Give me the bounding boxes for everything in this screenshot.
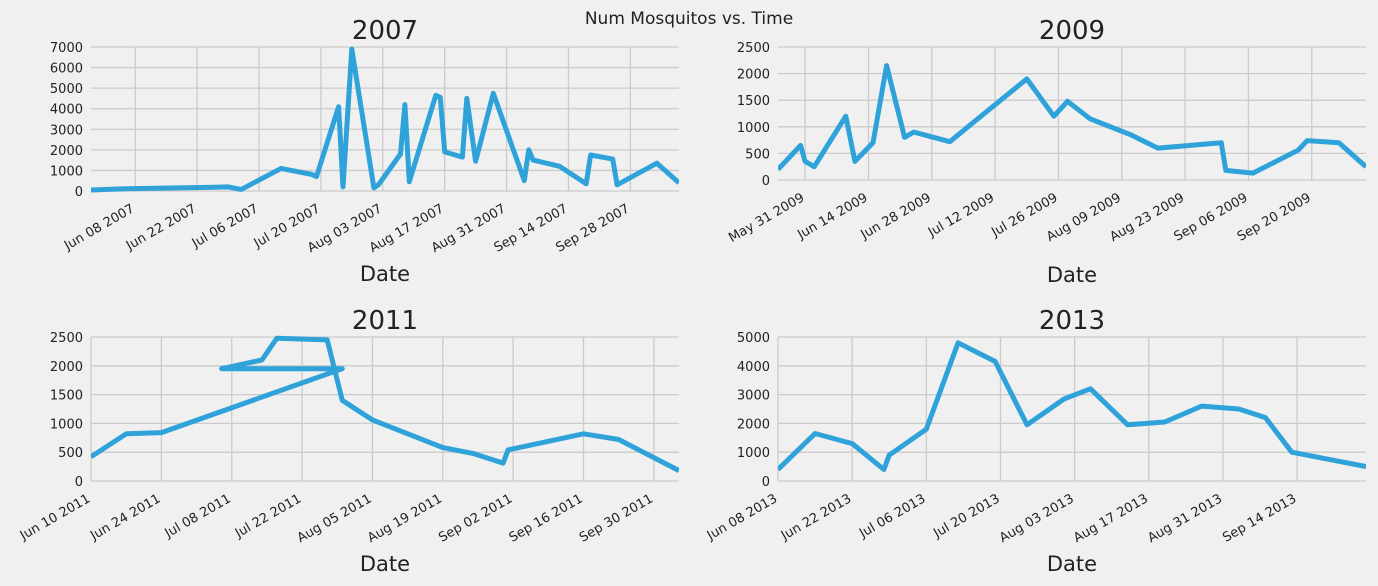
y-tick-label: 2000 [50,360,83,375]
x-tick-label: Sep 02 2011 [436,491,515,545]
x-tick-label: Aug 19 2011 [365,491,445,546]
x-tick-label: Aug 05 2011 [295,491,375,546]
y-tick-label: 1000 [50,164,83,179]
y-tick-label: 2500 [737,41,770,56]
y-tick-label: 4000 [50,103,83,118]
x-tick-label: Jul 20 2013 [930,491,1002,541]
x-tick-label: May 31 2009 [726,190,807,245]
x-tick-label: Jul 06 2007 [189,201,261,251]
x-tick-label: Sep 14 2013 [1220,491,1299,545]
x-axis-label: Date [360,552,410,576]
y-tick-label: 5000 [737,331,770,346]
x-tick-label: Aug 03 2013 [997,491,1077,546]
y-tick-label: 0 [762,475,770,490]
x-axis-label: Date [1047,263,1097,287]
x-tick-label: Jun 28 2009 [858,190,934,243]
x-tick-label: Jun 22 2007 [123,201,199,254]
y-tick-label: 0 [762,174,770,189]
y-tick-label: 5000 [50,82,83,97]
x-tick-label: Jun 08 2007 [61,201,137,254]
y-tick-label: 1500 [737,94,770,109]
x-tick-label: Jun 14 2009 [794,190,870,243]
x-tick-label: Sep 16 2011 [507,491,586,545]
x-tick-label: Jun 24 2011 [87,491,163,544]
x-axis-label: Date [1047,552,1097,576]
x-tick-label: Jul 06 2013 [856,491,928,541]
y-tick-label: 1000 [50,417,83,432]
x-tick-label: Jul 08 2011 [162,491,234,541]
y-tick-label: 2000 [737,417,770,432]
y-tick-label: 1500 [50,389,83,404]
x-tick-label: Jun 08 2013 [704,491,780,544]
y-tick-label: 500 [58,446,83,461]
x-axis-label: Date [360,262,410,286]
x-tick-label: Jul 12 2009 [925,190,997,240]
y-tick-label: 4000 [737,360,770,375]
series-line [91,335,679,473]
y-tick-label: 2500 [50,331,83,346]
y-tick-label: 1000 [737,121,770,136]
y-tick-label: 3000 [737,389,770,404]
x-tick-label: Jul 22 2011 [232,491,304,541]
y-tick-label: 6000 [50,62,83,77]
y-tick-label: 0 [75,185,83,200]
series-line [778,340,1366,472]
y-tick-label: 2000 [50,144,83,159]
y-tick-label: 500 [745,147,770,162]
x-tick-label: Sep 30 2011 [577,491,656,545]
y-tick-label: 0 [75,475,83,490]
figure-title: Num Mosquitos vs. Time [585,9,793,29]
series-line [91,46,679,193]
subplot-2007: 0 1000 2000 3000 4000 5000 6000 7000 Jun 08 2007… [50,16,679,286]
subplot-title: 2007 [352,16,418,46]
y-tick-label: 3000 [50,123,83,138]
x-tick-label: Aug 31 2013 [1145,491,1225,546]
y-tick-label: 7000 [50,41,83,56]
subplot-title: 2011 [352,306,418,336]
subplot-title: 2009 [1039,16,1105,46]
x-tick-label: Jun 10 2011 [17,491,93,544]
y-tick-label: 2000 [737,68,770,83]
y-tick-label: 1000 [737,446,770,461]
x-tick-label: Aug 17 2013 [1071,491,1151,546]
subplot-title: 2013 [1039,306,1105,336]
series-line [778,63,1366,176]
x-tick-label: Jun 22 2013 [778,491,854,544]
